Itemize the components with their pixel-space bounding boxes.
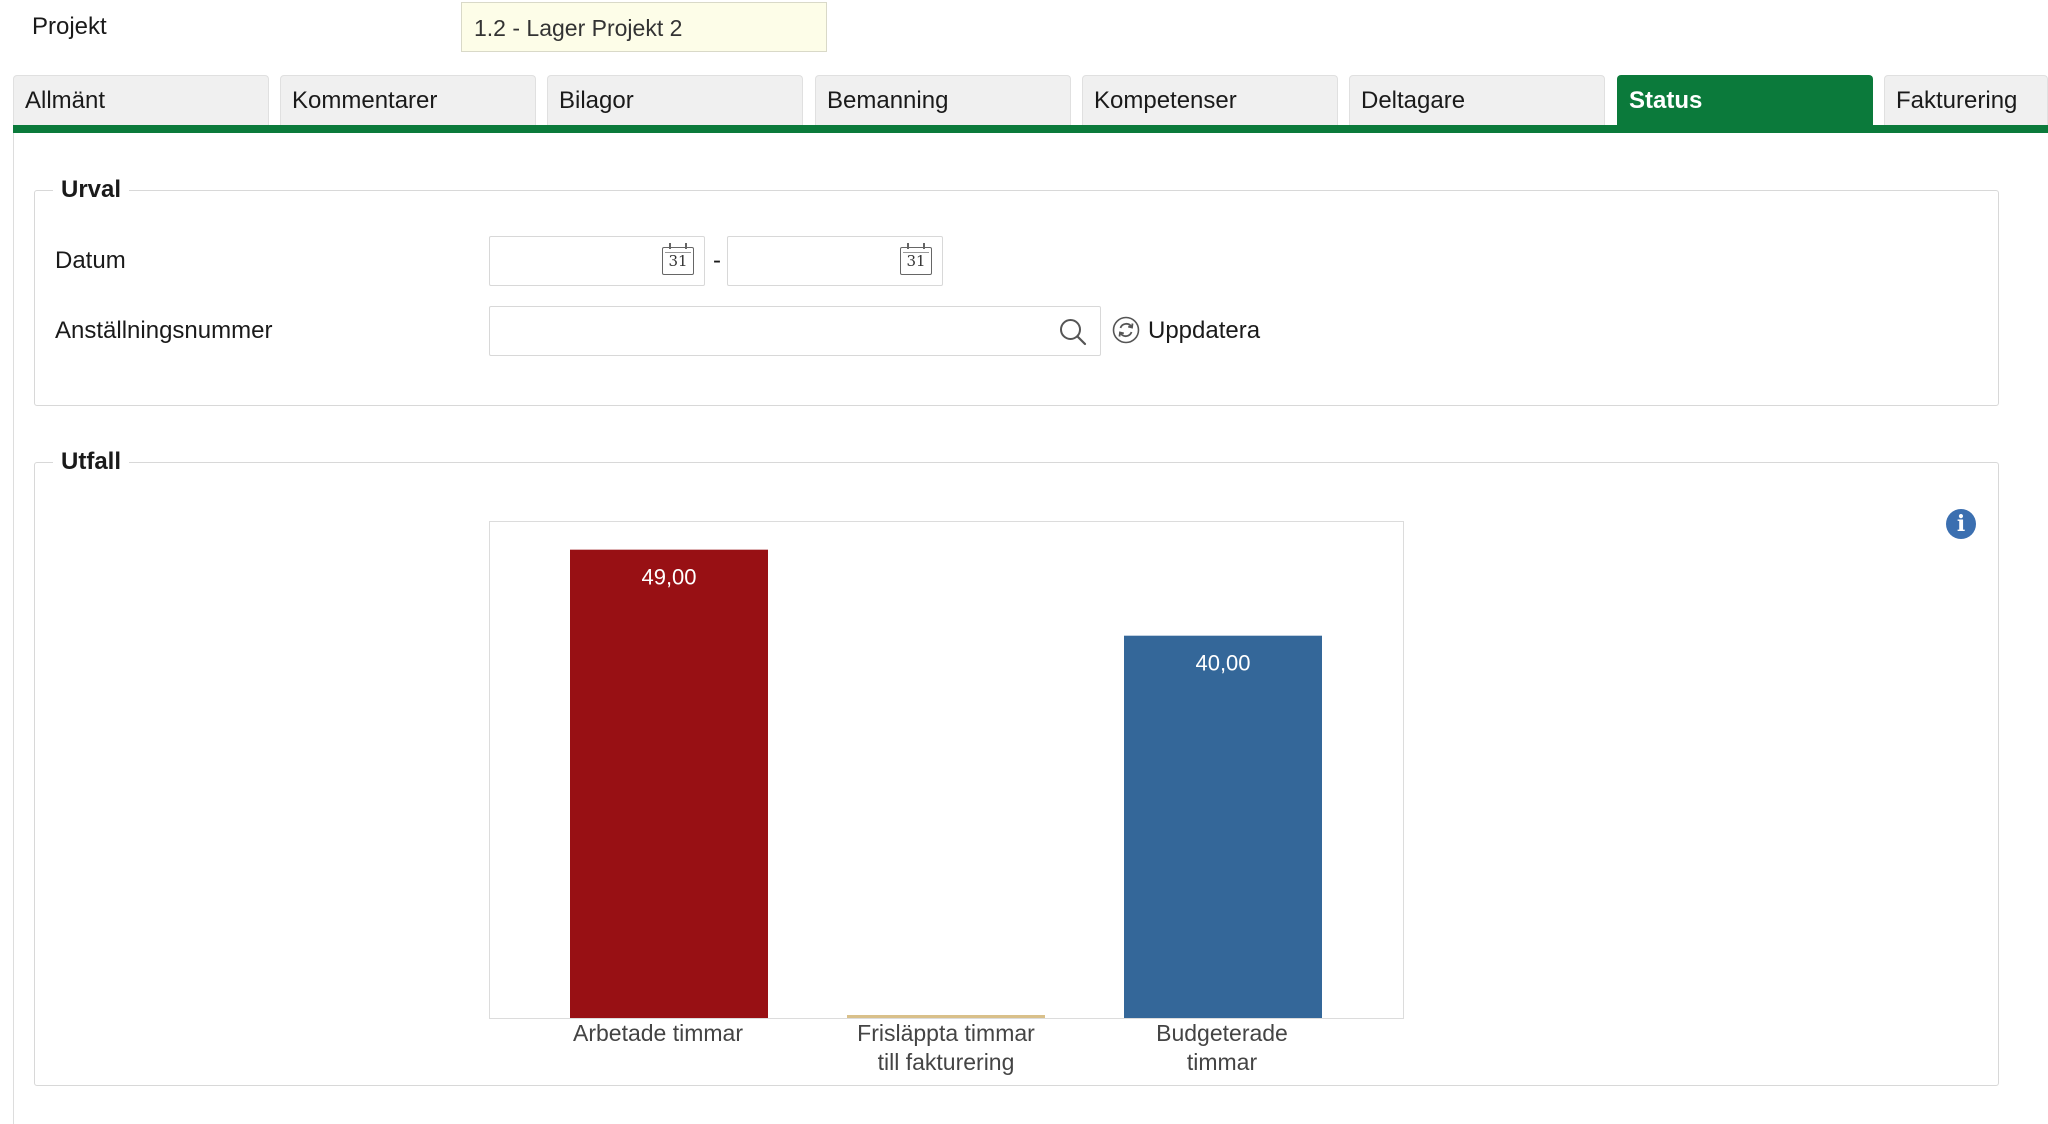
utfall-legend: Utfall: [53, 447, 129, 477]
tab-status[interactable]: Status: [1617, 75, 1873, 125]
urval-fieldset: [34, 190, 1999, 406]
calendar-icon[interactable]: 31: [662, 243, 694, 275]
tab-bilagor[interactable]: Bilagor: [547, 75, 803, 125]
tab-underline: [13, 125, 2048, 133]
tab-kommentarer[interactable]: Kommentarer: [280, 75, 536, 125]
category-label: timmar: [1187, 1049, 1258, 1075]
tab-bar: Allmänt Kommentarer Bilagor Bemanning Ko…: [0, 75, 2048, 125]
project-field[interactable]: 1.2 - Lager Projekt 2: [461, 2, 827, 52]
project-label: Projekt: [32, 13, 107, 40]
refresh-icon: [1112, 316, 1140, 344]
bar-arbetade-timmar: [570, 549, 768, 1018]
employee-number-label: Anställningsnummer: [55, 317, 273, 344]
category-label: till fakturering: [878, 1049, 1015, 1075]
date-separator: -: [713, 247, 721, 274]
info-icon[interactable]: i: [1946, 509, 1976, 539]
calendar-icon[interactable]: 31: [900, 243, 932, 275]
tab-allmant[interactable]: Allmänt: [13, 75, 269, 125]
bar-chart: 49,00 Arbetade timmar Frisläppta timmar til…: [570, 549, 1322, 1075]
category-label: Frisläppta timmar: [857, 1020, 1035, 1046]
tab-kompetenser[interactable]: Kompetenser: [1082, 75, 1338, 125]
category-label: Arbetade timmar: [573, 1020, 743, 1046]
bar-budgeterade-timmar: [1124, 635, 1322, 1018]
urval-legend: Urval: [53, 175, 130, 205]
refresh-label: Uppdatera: [1148, 317, 1261, 344]
search-icon[interactable]: [1058, 317, 1088, 347]
date-from-input[interactable]: 31: [489, 236, 705, 286]
date-label: Datum: [55, 247, 126, 274]
bar-value-label: 40,00: [1195, 651, 1250, 676]
utfall-fieldset: [34, 462, 1999, 1086]
tab-bemanning[interactable]: Bemanning: [815, 75, 1071, 125]
refresh-button[interactable]: Uppdatera: [1112, 314, 1262, 348]
tab-fakturering[interactable]: Fakturering: [1884, 75, 2048, 125]
bar-frisl-ppta-timmar-till-fakturering: [847, 1015, 1045, 1018]
category-label: Budgeterade: [1156, 1020, 1288, 1046]
tab-deltagare[interactable]: Deltagare: [1349, 75, 1605, 125]
date-to-input[interactable]: 31: [727, 236, 943, 286]
content-border: [13, 133, 14, 1124]
employee-number-input[interactable]: [489, 306, 1101, 356]
bar-value-label: 49,00: [641, 565, 696, 590]
